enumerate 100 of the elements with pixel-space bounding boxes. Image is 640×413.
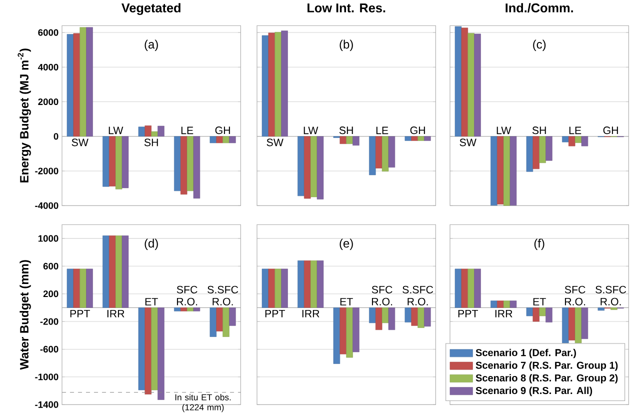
y-tick-label: 0 — [54, 132, 58, 140]
annotation: (b) — [340, 40, 353, 51]
bar — [497, 136, 504, 204]
bar — [404, 136, 412, 141]
bar — [418, 136, 424, 141]
x-tick-label: IRR — [302, 310, 320, 318]
legend-label: Scenario 1 (Def. Par.) — [476, 348, 576, 358]
legend-label: Scenario 7 (R.S. Par. Group 1) — [476, 361, 618, 371]
x-tick-label: SFC R.O. — [564, 286, 586, 306]
y-tick-label: 2000 — [38, 98, 58, 105]
bar — [468, 32, 474, 136]
x-tick-label: SH — [532, 126, 546, 134]
bar — [122, 136, 129, 188]
bar — [80, 268, 86, 308]
bar — [546, 136, 552, 161]
bar — [180, 307, 188, 312]
bar — [304, 136, 311, 198]
bar — [229, 307, 236, 326]
chart-title: Low Int. Res. — [308, 3, 386, 12]
bar — [102, 235, 110, 308]
bar — [216, 136, 223, 143]
x-tick-label: SFC R.O. — [372, 286, 392, 306]
bar — [268, 32, 276, 136]
y-tick-label: 4000 — [38, 64, 58, 70]
y-tick-label: -1000 — [35, 373, 58, 380]
x-tick-label: LW — [304, 126, 318, 134]
chart-title: Ind./Comm. — [506, 2, 573, 12]
bar — [375, 136, 382, 168]
bar — [222, 307, 230, 337]
x-tick-label: GH — [603, 126, 618, 134]
chart-title: Vegetated — [122, 2, 180, 15]
y-tick-label: -2000 — [35, 167, 58, 174]
x-tick-label: SW — [72, 138, 88, 146]
x-tick-label: LE — [181, 126, 194, 134]
y-tick-label: 600 — [43, 262, 58, 270]
bar — [73, 268, 80, 308]
x-tick-label: PPT — [265, 310, 285, 318]
bar — [382, 136, 389, 172]
bar — [388, 136, 396, 168]
bar — [158, 307, 164, 400]
bar — [229, 136, 236, 143]
bar — [151, 131, 158, 136]
bar — [186, 307, 194, 312]
bar — [216, 307, 223, 332]
y-axis-title: Energy Budget (MJ m$^{-2}$) — [18, 48, 31, 182]
bar — [568, 136, 576, 146]
bar — [144, 307, 152, 394]
x-tick-label: S.SFC R.O. — [402, 286, 434, 306]
bar — [174, 307, 181, 312]
bar — [490, 136, 498, 206]
bar — [503, 136, 510, 206]
x-tick-label: LE — [569, 126, 582, 134]
bar — [526, 136, 534, 172]
x-tick-label: LE — [376, 126, 388, 134]
bar — [281, 30, 288, 136]
x-tick-label: LW — [496, 126, 512, 134]
x-tick-label: ET — [340, 298, 353, 306]
y-tick-label: -4000 — [35, 202, 58, 209]
y-tick-label: 200 — [43, 290, 58, 297]
ref-line-label: In situ ET obs. (1224 mm) — [175, 394, 231, 412]
bar — [122, 235, 129, 308]
bar — [151, 307, 158, 390]
bar — [193, 307, 200, 312]
y-tick-label: -600 — [40, 346, 58, 352]
bar — [454, 26, 462, 136]
y-tick-label: -200 — [40, 318, 58, 325]
bar — [262, 35, 269, 136]
bar — [193, 136, 200, 198]
x-tick-label: ET — [145, 298, 158, 306]
bar — [369, 136, 376, 175]
x-tick-label: SW — [460, 138, 476, 146]
x-tick-label: SH — [339, 126, 353, 134]
annotation: (d) — [144, 238, 158, 250]
bar — [138, 307, 146, 390]
x-tick-label: GH — [410, 126, 425, 134]
y-tick-label: 1000 — [38, 234, 58, 242]
y-axis-title: Water Budget (mm) — [20, 260, 31, 370]
bar — [210, 307, 216, 337]
bar — [461, 28, 468, 136]
x-tick-label: IRR — [107, 310, 124, 318]
bar — [539, 136, 546, 163]
bar — [174, 136, 181, 191]
legend-label: Scenario 8 (R.S. Par. Group 2) — [476, 374, 618, 384]
bar — [411, 136, 418, 141]
x-tick-label: S.SFC R.O. — [596, 286, 626, 306]
bar — [562, 136, 569, 142]
bar — [210, 136, 216, 143]
x-tick-label: SH — [144, 138, 158, 146]
bar — [138, 126, 146, 136]
x-tick-label: IRR — [495, 310, 512, 318]
x-tick-label: SFC R.O. — [176, 286, 198, 306]
bar — [158, 126, 164, 136]
bar — [316, 136, 324, 200]
bar — [298, 136, 304, 196]
x-tick-label: S.SFC R.O. — [208, 286, 238, 306]
x-tick-label: LW — [108, 126, 124, 134]
bar — [274, 32, 282, 136]
bar — [109, 235, 116, 308]
bar — [474, 34, 481, 136]
annotation: (a) — [144, 40, 158, 51]
